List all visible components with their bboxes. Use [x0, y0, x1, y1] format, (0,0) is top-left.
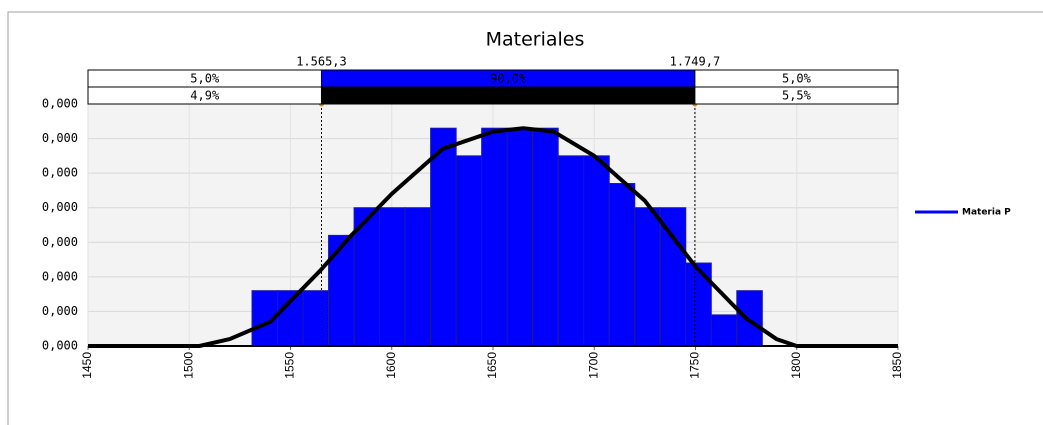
bar [532, 127, 559, 347]
y-tick-label: 0,000 [42, 339, 78, 353]
bar [302, 290, 330, 347]
probability-label: 90,0% [490, 72, 527, 86]
bar [430, 127, 457, 347]
x-tick-label: 1750 [688, 352, 702, 379]
chart-title: Materiales [486, 29, 585, 51]
bar [379, 207, 406, 347]
bar [634, 207, 661, 347]
x-tick-label: 1450 [80, 352, 94, 379]
y-tick-label: 0,000 [42, 235, 78, 249]
x-tick-label: 1600 [384, 352, 398, 379]
bar [481, 127, 508, 347]
bar [557, 155, 585, 347]
bar [583, 155, 610, 347]
x-tick-label: 1700 [586, 352, 600, 379]
x-tick-label: 1800 [789, 352, 803, 379]
probability-label: 4,9% [190, 89, 220, 103]
bar [404, 207, 432, 347]
y-tick-label: 0,000 [42, 166, 78, 180]
probability-label: 5,0% [190, 72, 220, 86]
marker-label: 1.565,3 [296, 55, 347, 69]
probability-label: 5,5% [782, 89, 812, 103]
y-tick-label: 0,000 [42, 97, 78, 111]
x-tick-label: 1850 [890, 352, 904, 379]
x-tick-label: 1650 [485, 352, 499, 379]
probability-label: 89,6% [490, 89, 527, 103]
marker-label: 1.749,7 [670, 55, 721, 69]
y-tick-label: 0,000 [42, 269, 78, 283]
bar [506, 127, 534, 347]
y-tick-label: 0,000 [42, 200, 78, 214]
bar [710, 314, 738, 347]
bar [608, 183, 636, 347]
bar [328, 234, 355, 347]
bar [685, 262, 712, 347]
probability-label: 5,0% [782, 72, 812, 86]
x-tick-label: 1500 [181, 352, 195, 379]
y-tick-label: 0,000 [42, 131, 78, 145]
legend-label: Materia P [962, 208, 1011, 218]
bar [455, 155, 483, 347]
y-tick-label: 0,000 [42, 304, 78, 318]
probability-band [694, 86, 899, 105]
x-tick-label: 1550 [283, 352, 297, 379]
frame [7, 11, 1043, 425]
fit-curve [88, 126, 898, 348]
